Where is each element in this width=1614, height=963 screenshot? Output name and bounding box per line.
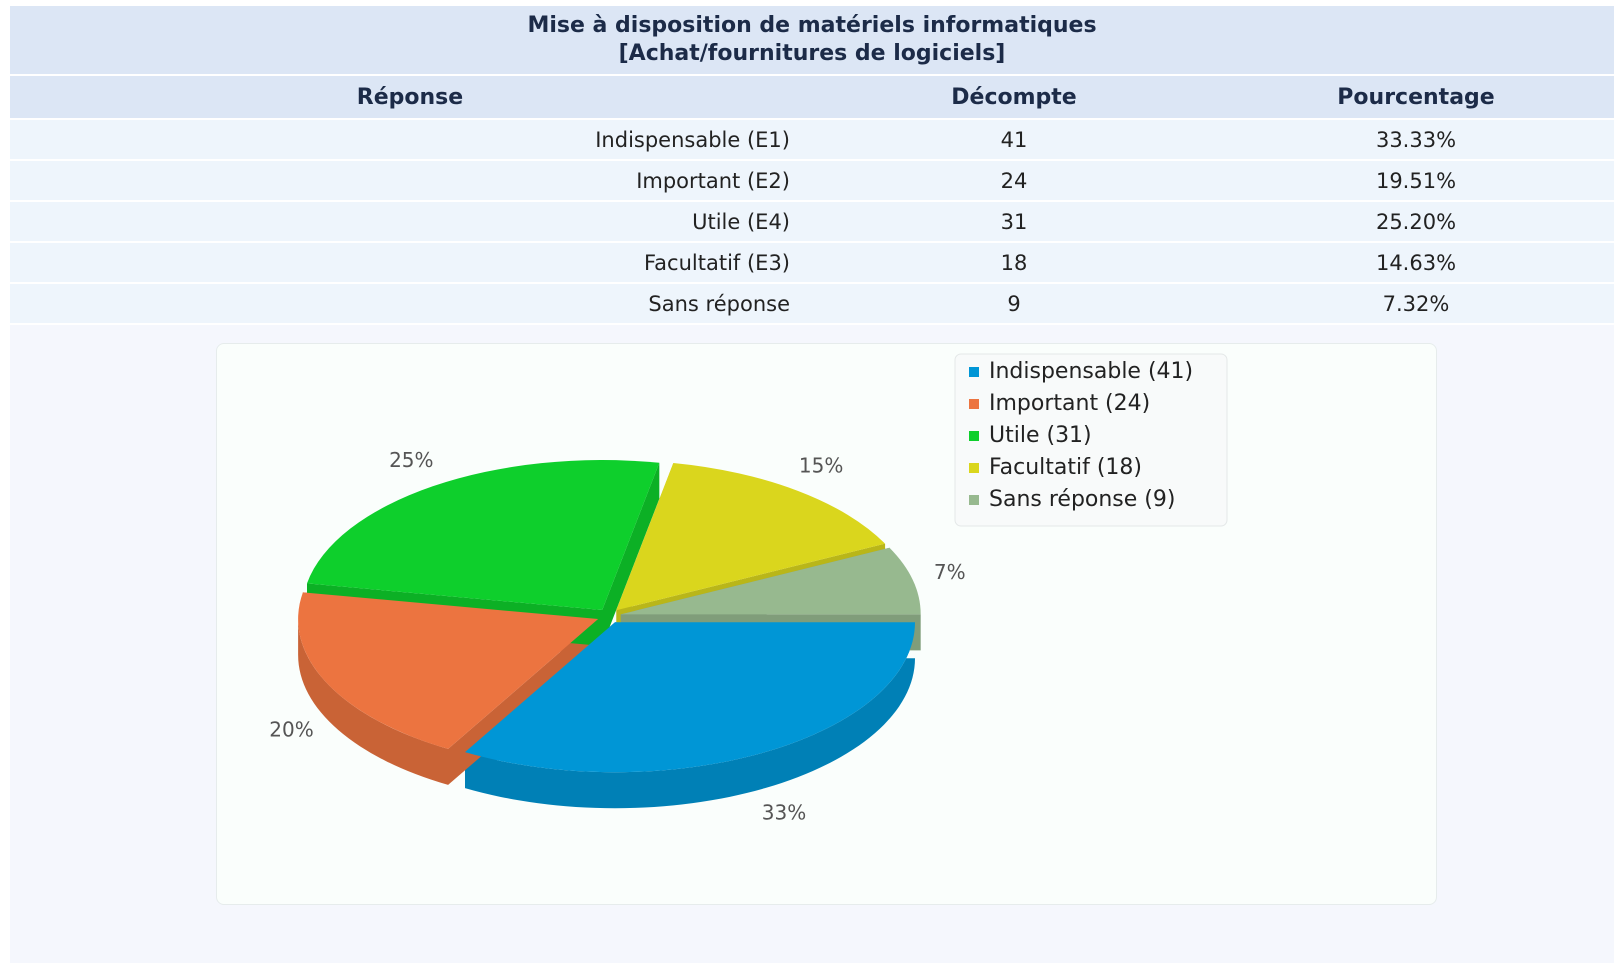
legend-swatch: [969, 431, 979, 441]
legend-swatch: [969, 495, 979, 505]
legend: Indispensable (41) Important (24) Utile (3…: [954, 353, 1228, 527]
data-label: 25%: [389, 448, 433, 472]
column-header: Pourcentage: [1337, 84, 1495, 110]
title: Mise à disposition de matériels informat…: [10, 6, 1614, 76]
table-cell: 25.20%: [1375, 209, 1457, 234]
column-header: Réponse: [356, 84, 464, 110]
slice: [616, 463, 886, 611]
table-cell: 7.32%: [1382, 291, 1450, 316]
legend-label: Sans réponse (9): [989, 487, 1175, 512]
table-cell: Utile (E4): [692, 209, 790, 234]
table-cell: 18: [1000, 250, 1028, 275]
legend-label: Utile (31): [989, 423, 1092, 448]
slice: [307, 460, 660, 611]
title-line: Mise à disposition de matériels informat…: [527, 13, 1097, 38]
table-cell: 14.63%: [1375, 250, 1457, 275]
legend-label: Facultatif (18): [989, 455, 1142, 480]
legend-swatch: [969, 463, 979, 473]
table-cell: 9: [1007, 291, 1021, 316]
table-cell: Indispensable (E1): [595, 127, 790, 152]
table-row: Indispensable (E1) 41 33.33%: [10, 120, 1614, 161]
table-row: Utile (E4) 31 25.20%: [10, 202, 1614, 243]
table-cell: Facultatif (E3): [644, 250, 790, 275]
table-cell: 41: [1000, 127, 1028, 152]
table-cell: Important (E2): [636, 168, 790, 193]
table-cell: 31: [1000, 209, 1028, 234]
legend-label: Important (24): [989, 391, 1150, 416]
data-label: 33%: [762, 801, 806, 825]
legend-swatch: [969, 399, 979, 409]
legend-swatch: [969, 367, 979, 377]
table: Réponse Décompte Pourcentage Indispensab…: [10, 76, 1614, 325]
slice: [620, 547, 921, 615]
table-row: Sans réponse 9 7.32%: [10, 284, 1614, 325]
table-cell: 19.51%: [1375, 168, 1457, 193]
slice: [298, 592, 599, 749]
title-line: [Achat/fournitures de logiciels]: [618, 41, 1006, 66]
chart-panel: 33% 20% 25% 15% 7% Indispensable (41) Importan…: [216, 343, 1437, 905]
slice-side: [307, 462, 660, 647]
pie-tops: [298, 460, 921, 773]
slice: [465, 622, 915, 773]
legend-label: Indispensable (41): [989, 359, 1193, 384]
survey-block: Mise à disposition de matériels informat…: [10, 6, 1614, 963]
header-row: Réponse Décompte Pourcentage: [10, 76, 1614, 120]
data-label: 20%: [269, 717, 313, 741]
table-row: Facultatif (E3) 18 14.63%: [10, 243, 1614, 284]
legend-box: [954, 353, 1228, 527]
column-header: Décompte: [951, 84, 1077, 110]
pie-chart: 33% 20% 25% 15% 7% Indispensable (41) Importan…: [269, 353, 1228, 825]
data-label: 15%: [799, 454, 843, 478]
table-cell: 24: [1000, 168, 1028, 193]
table-cell: Sans réponse: [648, 291, 790, 316]
data-label: 7%: [934, 560, 966, 584]
table-cell: 33.33%: [1375, 127, 1457, 152]
table-row: Important (E2) 24 19.51%: [10, 161, 1614, 202]
